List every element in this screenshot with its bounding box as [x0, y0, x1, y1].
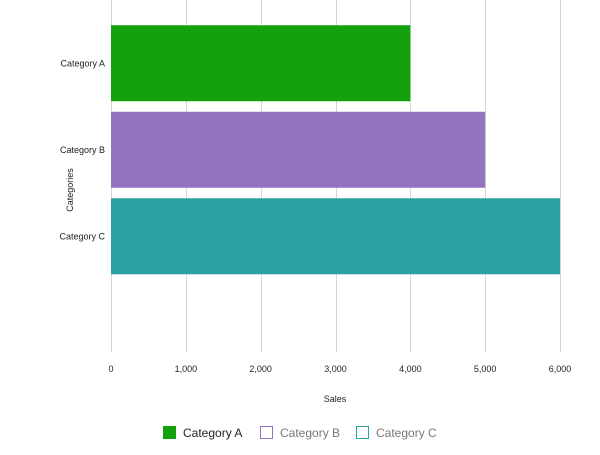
legend-label: Category A — [183, 426, 242, 440]
x-axis-title: Sales — [324, 394, 347, 404]
legend-swatch — [260, 426, 273, 439]
legend-item-category-c[interactable]: Category C — [356, 426, 438, 440]
legend-swatch — [356, 426, 369, 439]
x-tick-label: 1,000 — [175, 364, 198, 374]
x-tick-label: 6,000 — [549, 364, 572, 374]
legend-item-category-a[interactable]: Category A — [163, 426, 243, 440]
legend-item-category-b[interactable]: Category B — [260, 426, 341, 440]
x-tick-label: 0 — [108, 364, 113, 374]
axis-layer: 0 1,000 2,000 3,000 4,000 5,000 6,000 Category … — [59, 58, 571, 374]
bar-category-b[interactable] — [111, 111, 486, 188]
bars-layer — [111, 25, 560, 275]
legend-swatch — [163, 426, 176, 439]
legend: Category A Category B Category C — [163, 426, 438, 440]
bar-category-c[interactable] — [111, 198, 560, 275]
x-tick-label: 3,000 — [324, 364, 347, 374]
legend-label: Category C — [376, 426, 437, 440]
y-tick-label: Category C — [59, 231, 105, 241]
legend-label: Category B — [280, 426, 340, 440]
y-tick-label: Category A — [60, 58, 105, 68]
x-tick-label: 2,000 — [249, 364, 272, 374]
x-tick-label: 4,000 — [399, 364, 422, 374]
y-axis-title: Categories — [65, 168, 75, 212]
x-tick-label: 5,000 — [474, 364, 497, 374]
bar-category-a[interactable] — [111, 25, 411, 102]
y-tick-label: Category B — [60, 145, 105, 155]
